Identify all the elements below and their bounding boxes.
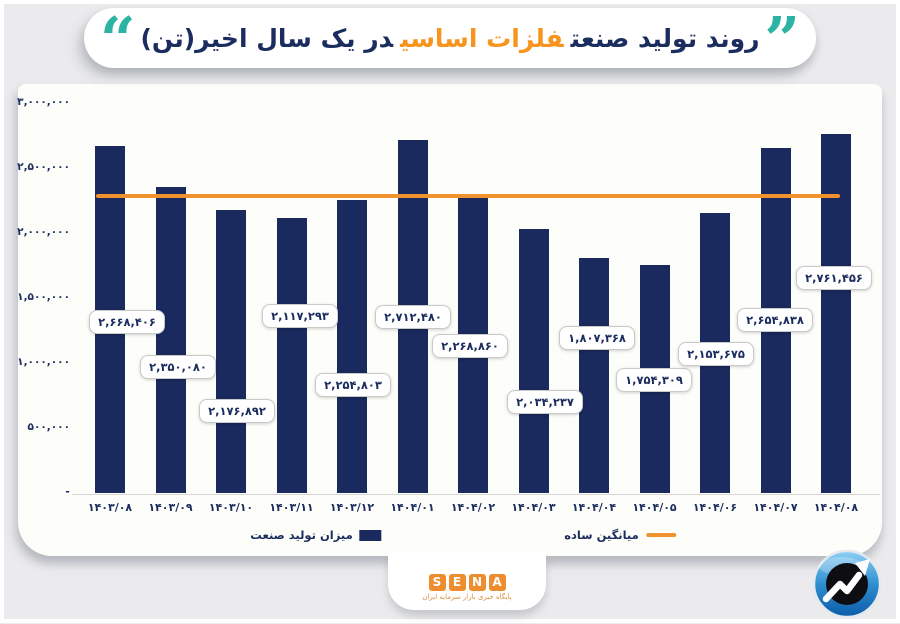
bar [155, 187, 186, 493]
sena-logo-tagline: پایگاه خبری بازار سرمایه ایران [422, 593, 512, 601]
bar-value-label: ۲,۱۵۳,۶۷۵ [678, 342, 754, 366]
x-axis-tick-label: ۱۴۰۴/۰۵ [632, 501, 677, 514]
bar-value-label: ۲,۳۵۰,۰۸۰ [140, 355, 216, 379]
x-axis-tick-label: ۱۴۰۳/۰۸ [87, 501, 133, 514]
x-axis-tick-label: ۱۴۰۴/۰۲ [450, 501, 496, 514]
quote-open-icon: “ [100, 3, 136, 76]
bar [518, 228, 549, 493]
x-axis-tick-label: ۱۴۰۴/۰۷ [753, 501, 798, 514]
legend-average: میانگین ساده [564, 528, 676, 542]
bar-value-label: ۱,۸۰۷,۳۶۸ [559, 326, 635, 350]
page-title: روند تولید صنعتفلزات اساسیدر یک سال اخیر… [136, 24, 765, 53]
y-axis-tick-label: ۱,۵۰۰,۰۰۰ [17, 291, 70, 303]
x-axis-tick-label: ۱۴۰۴/۰۶ [692, 501, 738, 514]
y-axis-tick-label: ۵۰۰,۰۰۰ [27, 421, 70, 433]
quote-close-icon: ” [764, 3, 800, 76]
bar [337, 199, 367, 493]
y-axis-tick-label: ۳,۰۰۰,۰۰۰ [17, 96, 70, 108]
bar-value-label: ۲,۰۳۴,۲۳۷ [507, 390, 583, 414]
x-axis-tick-label: ۱۴۰۳/۱۱ [269, 501, 314, 514]
bar-value-label: ۲,۲۵۴,۸۰۳ [315, 373, 391, 397]
bar [821, 134, 851, 493]
trend-arrow-icon [810, 546, 884, 620]
bar-chart: ۳,۰۰۰,۰۰۰ ۲,۵۰۰,۰۰۰ ۲,۰۰۰,۰۰۰ ۱,۵۰۰,۰۰۰ ۱,۰۰… [17, 84, 882, 556]
bar [276, 217, 307, 493]
y-axis-tick-label: ۲,۵۰۰,۰۰۰ [17, 161, 70, 173]
x-axis-tick-label: ۱۴۰۴/۰۴ [571, 501, 617, 514]
legend-production-swatch [359, 529, 382, 541]
header-banner: “ روند تولید صنعتفلزات اساسیدر یک سال اخ… [84, 3, 816, 76]
x-axis-tick-label: ۱۴۰۳/۱۲ [329, 501, 375, 514]
bar-value-label: ۲,۲۶۸,۸۶۰ [432, 334, 508, 358]
legend-production-label: میزان تولید صنعت [250, 528, 353, 542]
x-axis-tick-label: ۱۴۰۴/۰۱ [390, 501, 435, 514]
x-axis-tick-label: ۱۴۰۳/۰۹ [148, 501, 193, 514]
sena-logo-letter: N [468, 574, 486, 591]
title-part1: روند تولید صنعت [570, 23, 760, 53]
x-axis-tick-label: ۱۴۰۴/۰۸ [813, 501, 859, 514]
title-part2: در یک سال اخیر(تن) [140, 23, 394, 53]
x-axis-line [72, 494, 880, 495]
sena-logo-letter: A [488, 574, 506, 591]
title-highlight: فلزات اساسی [400, 23, 564, 53]
bar [216, 210, 246, 493]
sena-logo-letter: E [448, 574, 466, 591]
sena-logo-letter: S [428, 574, 446, 591]
bar-value-label: ۲,۱۱۷,۲۹۳ [262, 304, 338, 328]
legend-production: میزان تولید صنعت [250, 528, 382, 542]
bar [579, 258, 609, 493]
y-axis-tick-label: - [65, 486, 70, 498]
average-line [96, 193, 840, 198]
bar-value-label: ۲,۶۶۸,۴۰۶ [89, 310, 165, 334]
legend-average-label: میانگین ساده [564, 528, 639, 542]
x-axis-tick-label: ۱۴۰۴/۰۳ [511, 501, 556, 514]
bar-value-label: ۱,۷۵۴,۳۰۹ [616, 368, 692, 392]
bar-value-label: ۲,۷۶۱,۴۵۶ [796, 266, 872, 290]
bar-value-label: ۲,۶۵۴,۸۳۸ [737, 308, 813, 332]
bar-value-label: ۲,۷۱۲,۴۸۰ [375, 305, 451, 329]
x-axis-tick-label: ۱۴۰۳/۱۰ [208, 501, 254, 514]
chart-panel: ۳,۰۰۰,۰۰۰ ۲,۵۰۰,۰۰۰ ۲,۰۰۰,۰۰۰ ۱,۵۰۰,۰۰۰ ۱,۰۰… [17, 84, 882, 556]
y-axis-tick-label: ۱,۰۰۰,۰۰۰ [17, 356, 70, 368]
legend-average-swatch [645, 533, 676, 537]
y-axis-tick-label: ۲,۰۰۰,۰۰۰ [17, 226, 70, 238]
bar-value-label: ۲,۱۷۶,۸۹۲ [199, 399, 275, 423]
